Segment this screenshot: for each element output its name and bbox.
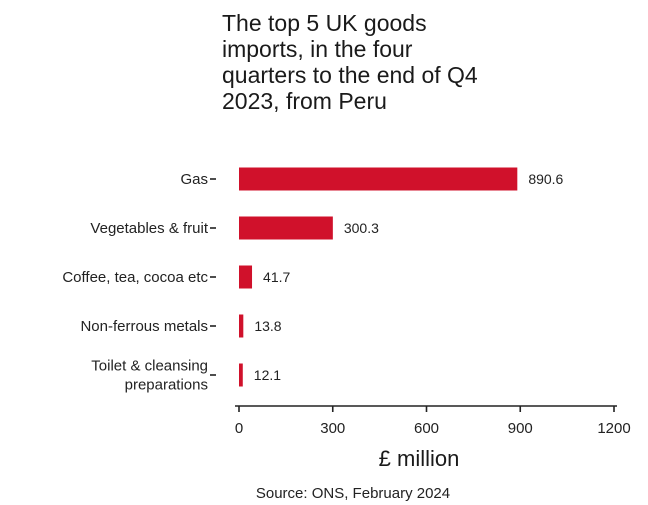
category-label: Toilet & cleansing xyxy=(91,358,208,375)
source-note: Source: ONS, February 2024 xyxy=(256,485,450,502)
value-label: 300.3 xyxy=(344,220,379,236)
value-label: 12.1 xyxy=(254,367,281,383)
bar xyxy=(239,167,518,191)
bar xyxy=(239,363,243,387)
bar xyxy=(239,265,253,289)
bar xyxy=(239,314,244,338)
chart-title-line: The top 5 UK goods xyxy=(222,10,427,36)
x-axis-label: £ million xyxy=(379,446,460,471)
chart-title-line: 2023, from Peru xyxy=(222,88,387,114)
category-label: Vegetables & fruit xyxy=(90,220,208,237)
category-label: Coffee, tea, cocoa etc xyxy=(62,269,208,286)
bars xyxy=(239,167,518,387)
x-axis: 0 300 600 900 1200 xyxy=(235,405,631,437)
chart-title-line: quarters to the end of Q4 xyxy=(222,62,478,88)
category-labels: Gas Vegetables & fruit Coffee, tea, cocoa … xyxy=(62,171,216,394)
x-tick-label: 600 xyxy=(414,420,439,437)
value-labels: 890.6 300.3 41.7 13.8 12.1 xyxy=(254,171,564,383)
x-tick-label: 900 xyxy=(508,420,533,437)
category-label: preparations xyxy=(125,377,208,394)
bar xyxy=(239,216,333,240)
value-label: 41.7 xyxy=(263,269,290,285)
x-tick-label: 1200 xyxy=(597,420,630,437)
category-label: Gas xyxy=(180,171,208,188)
x-tick-label: 300 xyxy=(320,420,345,437)
value-label: 13.8 xyxy=(254,318,281,334)
category-label: Non-ferrous metals xyxy=(80,318,208,335)
chart-title-line: imports, in the four xyxy=(222,36,413,62)
value-label: 890.6 xyxy=(528,171,563,187)
x-tick-label: 0 xyxy=(235,420,243,437)
